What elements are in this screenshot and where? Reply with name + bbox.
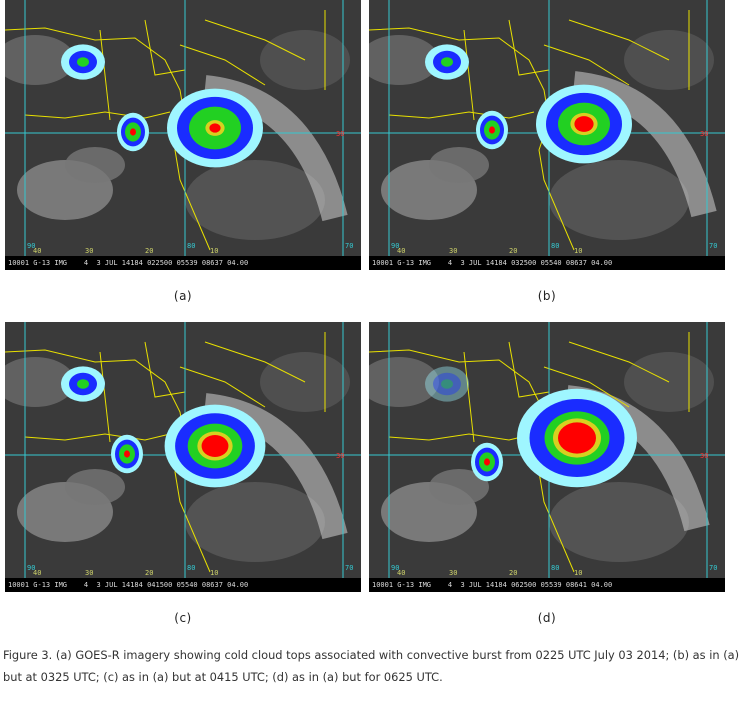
longitude-label: 90 (27, 564, 35, 572)
colorbar-tick-label: 20 (145, 247, 153, 255)
cloud-patch (5, 35, 75, 85)
colorbar-tick-label: 30 (85, 247, 93, 255)
colorbar-tick-label: 40 (397, 247, 405, 255)
image-info-text: 10001 G-13 IMG 4 3 JUL 14184 032500 0554… (372, 259, 613, 267)
colorbar-tick-label: 20 (145, 569, 153, 577)
cloud-patch (369, 357, 439, 407)
panel-label: (b) (537, 289, 557, 303)
colorbar-tick-label: 20 (509, 569, 517, 577)
image-info-strip: 10001 G-13 IMG 4 3 JUL 14184 041500 0554… (5, 578, 361, 592)
longitude-label: 90 (391, 242, 399, 250)
figure-caption: Figure 3. (a) GOES-R imagery showing col… (3, 648, 740, 684)
colorbar-tick-label: 30 (85, 569, 93, 577)
colorbar-tick-label: 40 (397, 569, 405, 577)
cloud-patch (65, 147, 125, 183)
image-info-strip: 10001 G-13 IMG 4 3 JUL 14184 062500 0553… (369, 578, 725, 592)
northern-cluster (433, 372, 461, 396)
image-info-text: 10001 G-13 IMG 4 3 JUL 14184 062500 0553… (372, 581, 613, 589)
northern-cluster (441, 379, 453, 389)
longitude-label: 70 (345, 564, 353, 572)
cloud-patch (65, 469, 125, 505)
image-info-text: 10001 G-13 IMG 4 3 JUL 14184 022500 0553… (8, 259, 249, 267)
colorbar-tick-label: 30 (449, 569, 457, 577)
cloud-patch (5, 357, 75, 407)
latitude-label: 30 (336, 452, 344, 460)
longitude-label: 90 (27, 242, 35, 250)
convective-cluster (124, 450, 130, 458)
cloud-patch (369, 35, 439, 85)
image-info-strip: 10001 G-13 IMG 4 3 JUL 14184 022500 0553… (5, 256, 361, 270)
latitude-label: 30 (700, 452, 708, 460)
cloud-patch (185, 482, 325, 562)
cloud-patch (185, 160, 325, 240)
colorbar-tick-label: 10 (210, 569, 218, 577)
longitude-label: 80 (187, 564, 195, 572)
colorbar-tick-label: 10 (574, 569, 582, 577)
longitude-label: 80 (551, 242, 559, 250)
colorbar-tick-label: 40 (33, 247, 41, 255)
storm-cloud-ring (209, 123, 221, 133)
colorbar-tick-label: 20 (509, 247, 517, 255)
image-info-text: 10001 G-13 IMG 4 3 JUL 14184 041500 0554… (8, 581, 249, 589)
panel-label: (c) (174, 611, 192, 625)
panel-label: (a) (173, 289, 193, 303)
colorbar-tick-label: 10 (210, 247, 218, 255)
storm-cloud-ring (574, 116, 594, 132)
colorbar-tick-label: 30 (449, 247, 457, 255)
convective-cluster (484, 458, 490, 466)
storm-cloud-ring (558, 422, 596, 454)
longitude-label: 70 (709, 564, 717, 572)
northern-cluster (77, 379, 89, 389)
image-info-strip: 10001 G-13 IMG 4 3 JUL 14184 032500 0554… (369, 256, 725, 270)
coastline (5, 10, 326, 251)
cloud-patch (549, 482, 689, 562)
convective-cluster (489, 126, 495, 134)
northern-cluster (425, 366, 469, 402)
cloud-patch (429, 469, 489, 505)
cloud-patch (549, 160, 689, 240)
panel-label: (d) (537, 611, 557, 625)
colorbar-tick-label: 40 (33, 569, 41, 577)
colorbar-tick-label: 10 (574, 247, 582, 255)
coastline (5, 332, 326, 573)
storm-cloud-ring (201, 434, 229, 458)
cloud-patch (429, 147, 489, 183)
longitude-label: 80 (551, 564, 559, 572)
latitude-label: 30 (700, 130, 708, 138)
northern-cluster (77, 57, 89, 67)
northern-cluster (441, 57, 453, 67)
longitude-label: 70 (709, 242, 717, 250)
longitude-label: 70 (345, 242, 353, 250)
longitude-label: 90 (391, 564, 399, 572)
longitude-label: 80 (187, 242, 195, 250)
convective-cluster (130, 128, 136, 136)
latitude-label: 30 (336, 130, 344, 138)
coastline (369, 10, 690, 251)
